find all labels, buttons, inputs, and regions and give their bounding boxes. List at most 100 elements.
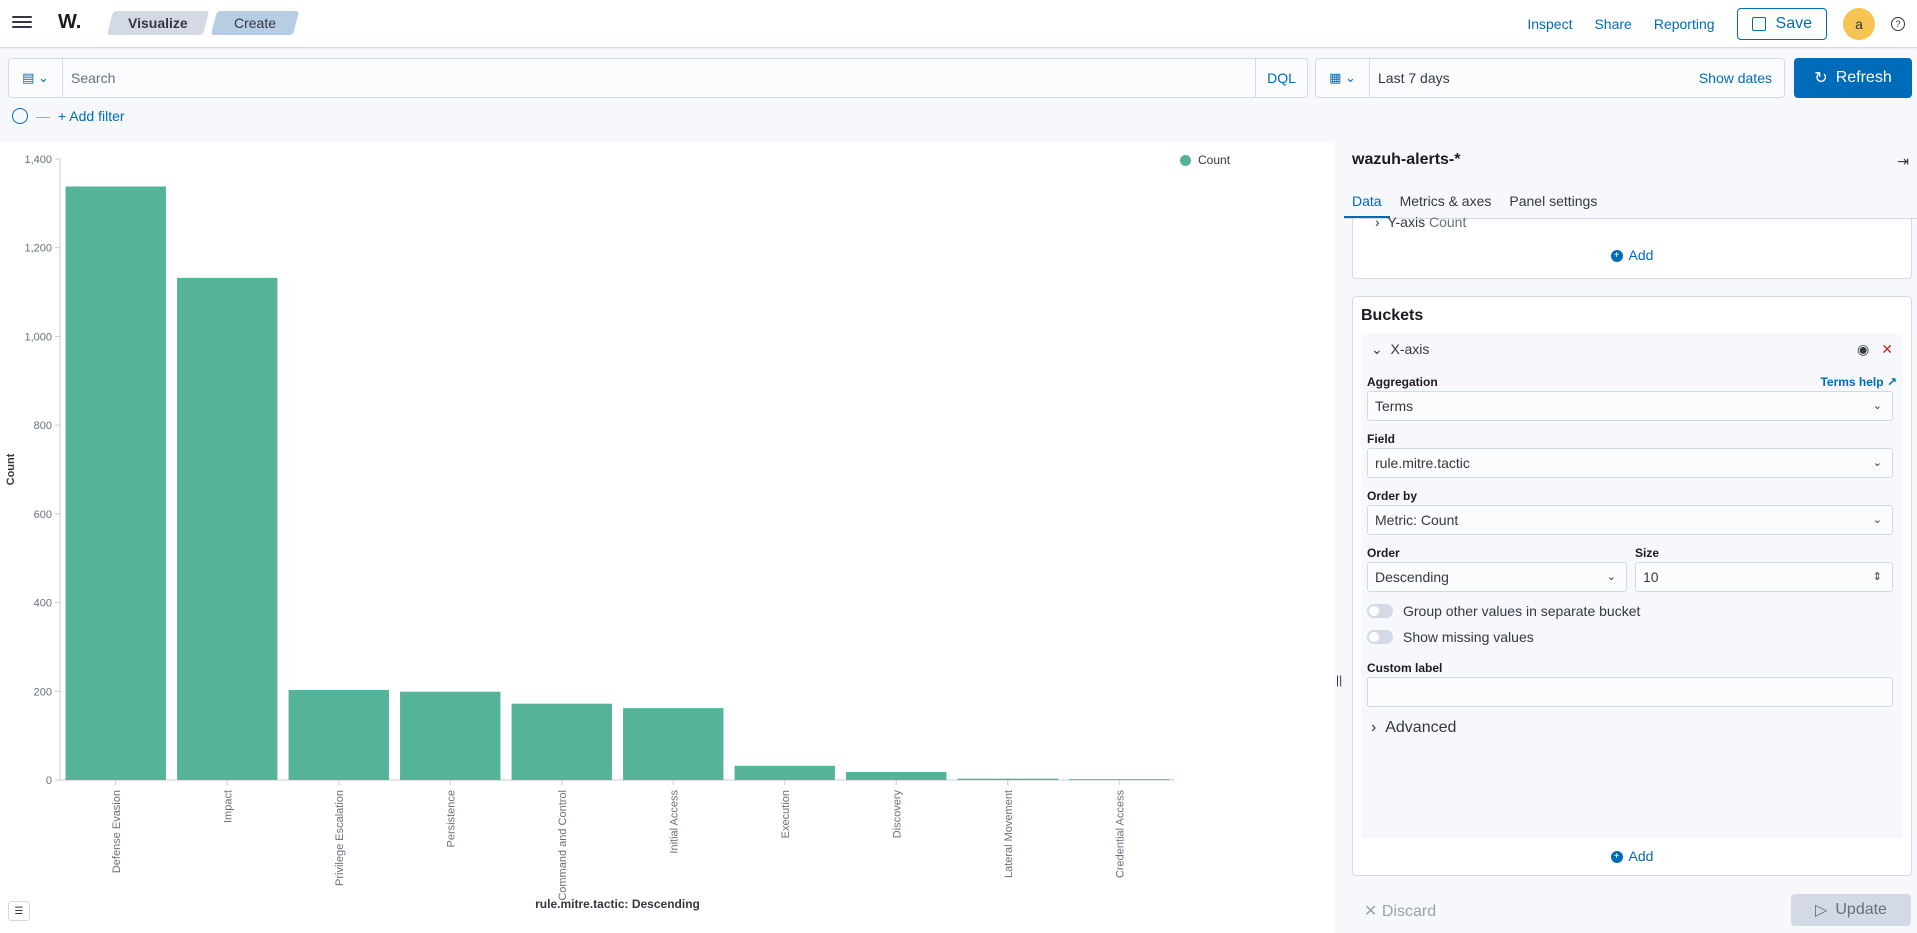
show-missing-toggle[interactable]: Show missing values: [1367, 629, 1534, 645]
x-tick-label: Credential Access: [1114, 790, 1126, 879]
collapse-sidebar-icon[interactable]: ⇥: [1897, 153, 1909, 169]
buckets-title: Buckets: [1361, 307, 1424, 324]
app-logo[interactable]: W.: [58, 11, 82, 33]
x-tick-label: Command and Control: [557, 790, 569, 901]
bar: [177, 277, 278, 780]
chevron-down-icon: ⌄: [1606, 571, 1616, 583]
order-label: Order: [1367, 546, 1400, 560]
y-tick-label: 200: [34, 686, 52, 698]
bar: [400, 691, 501, 780]
filter-row: — + Add filter: [12, 108, 125, 124]
tab-metrics-axes[interactable]: Metrics & axes: [1399, 193, 1492, 209]
filter-options-icon[interactable]: [12, 108, 28, 124]
bar: [734, 765, 835, 780]
stepper-icon[interactable]: ⇕: [1872, 571, 1882, 583]
update-button[interactable]: ▷ Update: [1791, 894, 1911, 926]
chevron-down-icon: ⌄: [1872, 457, 1882, 469]
reporting-link[interactable]: Reporting: [1653, 16, 1715, 32]
orderby-select[interactable]: Metric: Count ⌄: [1367, 505, 1893, 535]
x-tick-label: Persistence: [445, 790, 457, 847]
order-select[interactable]: Descending ⌄: [1367, 562, 1627, 592]
add-bucket-button[interactable]: + Add: [1353, 848, 1911, 864]
refresh-icon: ↻: [1814, 70, 1828, 87]
y-tick-label: 1,400: [24, 154, 52, 166]
terms-help-link[interactable]: Terms help ↗: [1820, 375, 1897, 389]
chart-legend[interactable]: Count: [1180, 153, 1230, 167]
xaxis-toggle[interactable]: ⌄ X-axis: [1371, 341, 1430, 357]
search-input[interactable]: Search: [71, 70, 116, 86]
menu-icon[interactable]: [12, 13, 32, 33]
top-navigation-bar: W. Visualize Create Inspect Share Report…: [0, 0, 1917, 48]
group-other-toggle[interactable]: Group other values in separate bucket: [1367, 603, 1640, 619]
custom-label-label: Custom label: [1367, 661, 1443, 675]
legend-label: Count: [1198, 153, 1231, 167]
bar: [65, 186, 166, 780]
saved-query-icon: ▤ ⌄: [22, 70, 49, 85]
xaxis-actions: ◉ ✕: [1857, 341, 1893, 358]
dql-toggle[interactable]: DQL: [1255, 59, 1307, 97]
date-range-text[interactable]: Last 7 days: [1378, 70, 1450, 86]
tab-data[interactable]: Data: [1344, 183, 1390, 218]
x-tick-label: Lateral Movement: [1003, 790, 1015, 878]
breadcrumb-visualize[interactable]: Visualize: [106, 11, 210, 35]
yaxis-metric-row[interactable]: › Y-axis Count: [1375, 214, 1467, 230]
add-metric-button[interactable]: + Add: [1353, 247, 1911, 263]
calendar-icon[interactable]: ▦ ⌄: [1316, 59, 1370, 97]
plus-icon: +: [1610, 250, 1623, 263]
aggregation-select[interactable]: Terms ⌄: [1367, 391, 1893, 421]
share-link[interactable]: Share: [1594, 16, 1632, 32]
index-pattern-title: wazuh-alerts-*: [1352, 151, 1461, 168]
metrics-panel: › Y-axis Count + Add: [1352, 214, 1912, 279]
x-tick-label: Defense Evasion: [111, 790, 123, 873]
orderby-label: Order by: [1367, 489, 1418, 503]
tab-panel-settings[interactable]: Panel settings: [1509, 193, 1598, 209]
user-avatar[interactable]: a: [1843, 8, 1875, 40]
switch[interactable]: [1367, 630, 1393, 644]
save-button[interactable]: Save: [1736, 8, 1827, 40]
y-tick-label: 800: [34, 420, 52, 432]
show-dates-link[interactable]: Show dates: [1698, 70, 1772, 86]
y-axis-title: Count: [5, 453, 17, 485]
field-label: Field: [1367, 432, 1396, 446]
remove-icon[interactable]: ✕: [1881, 341, 1893, 357]
y-tick-label: 600: [34, 509, 52, 521]
chart-panel: 0 200 400 600 800 1,000 1,200 1,400 Count Defense…: [0, 143, 1342, 933]
x-tick-label: Impact: [222, 790, 234, 823]
help-icon[interactable]: ?: [1891, 17, 1905, 31]
xaxis-bucket: ⌄ X-axis ◉ ✕ Aggregation Terms help ↗ Te…: [1361, 333, 1903, 838]
bar: [288, 689, 389, 780]
discard-button[interactable]: ✕ Discard: [1364, 903, 1437, 920]
y-tick-label: 0: [46, 775, 52, 787]
custom-label-input[interactable]: [1367, 677, 1893, 707]
aggregation-label: Aggregation: [1367, 375, 1438, 389]
chevron-down-icon: ⌄: [1872, 400, 1882, 412]
bar: [623, 708, 724, 780]
eye-icon[interactable]: ◉: [1857, 341, 1870, 357]
field-select[interactable]: rule.mitre.tactic ⌄: [1367, 448, 1893, 478]
saved-query-menu[interactable]: ▤ ⌄: [9, 59, 63, 97]
x-tick-label: Discovery: [891, 790, 903, 839]
y-tick-label: 400: [34, 598, 52, 610]
bar: [1069, 779, 1170, 780]
advanced-toggle[interactable]: › Advanced: [1371, 719, 1457, 736]
size-input[interactable]: 10 ⇕: [1635, 562, 1893, 592]
chevron-down-icon: ⌄: [1371, 341, 1391, 357]
bar: [511, 703, 612, 780]
editor-sidebar: wazuh-alerts-* ⇥ Data Metrics & axes Pan…: [1344, 143, 1917, 933]
close-icon: ✕: [1364, 903, 1382, 920]
switch[interactable]: [1367, 604, 1393, 618]
bar: [957, 778, 1058, 780]
legend-toggle-icon[interactable]: ☰: [8, 901, 30, 921]
chevron-right-icon: ›: [1371, 719, 1386, 736]
bar: [846, 772, 947, 780]
panel-resize-handle[interactable]: ||: [1336, 673, 1343, 687]
inspect-link[interactable]: Inspect: [1527, 16, 1573, 32]
breadcrumb-create: Create: [210, 11, 300, 35]
refresh-button[interactable]: ↻ Refresh: [1794, 58, 1912, 98]
add-filter-link[interactable]: + Add filter: [58, 108, 125, 124]
plus-icon: +: [1610, 851, 1623, 864]
sidebar-tabs: Data Metrics & axes Panel settings: [1344, 183, 1917, 219]
date-picker: ▦ ⌄ Last 7 days Show dates: [1315, 58, 1785, 98]
x-tick-label: Privilege Escalation: [334, 790, 346, 886]
buckets-panel: Buckets ⌄ X-axis ◉ ✕ Aggregation Terms h…: [1352, 296, 1912, 876]
